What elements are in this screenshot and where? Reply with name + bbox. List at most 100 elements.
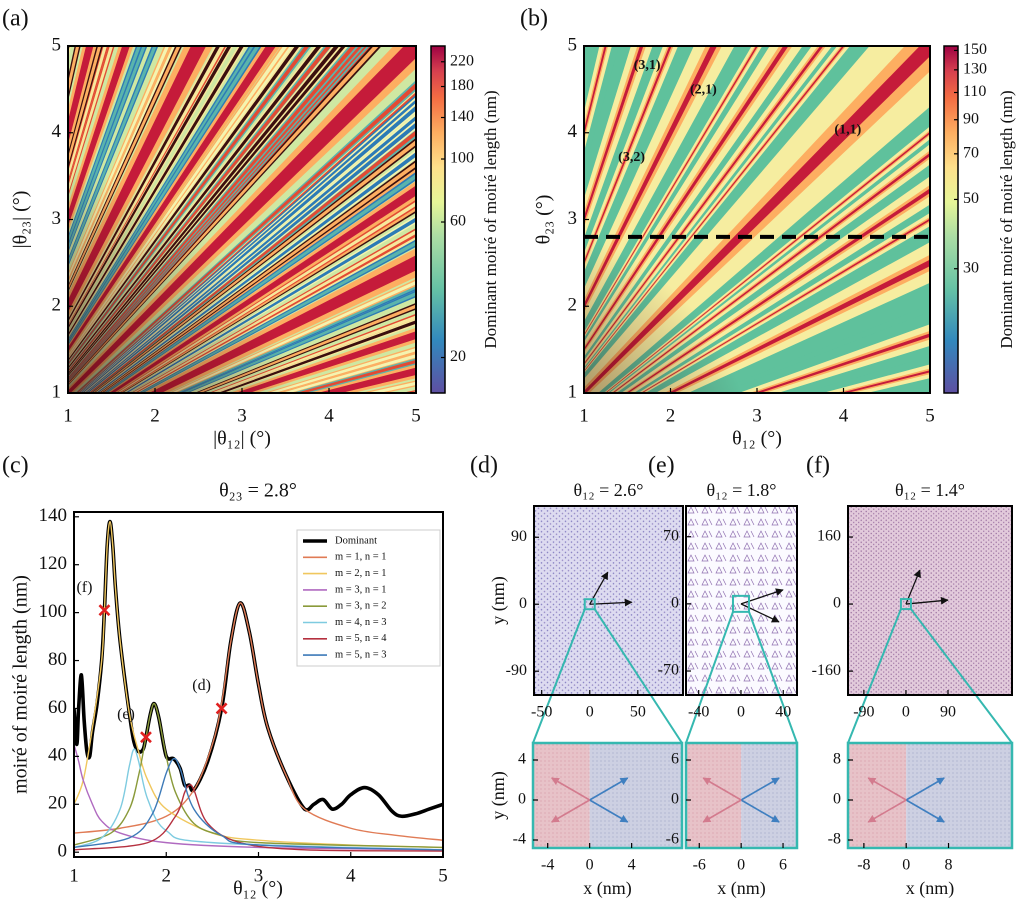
x-tick-label: -4	[541, 857, 554, 874]
contour-band	[130, 228, 416, 393]
panel-label: (b)	[520, 6, 548, 32]
chart-title: θ₁₂ = 2.6°	[573, 480, 643, 500]
contour-band	[584, 46, 607, 136]
lattice-image	[686, 506, 797, 695]
contour-band	[68, 46, 102, 166]
y-tick-label: -70	[658, 662, 679, 679]
series-line	[74, 520, 443, 849]
contour-band	[196, 304, 416, 393]
legend-label: m = 4, n = 3	[335, 617, 387, 628]
y-tick-label: 0	[671, 791, 679, 808]
x-tick-label: 4	[839, 405, 849, 426]
contour-band	[738, 324, 930, 393]
x-axis-label: x (nm)	[906, 878, 955, 899]
contour-band	[584, 46, 789, 351]
contour-band	[267, 347, 416, 393]
y-tick-label: 90	[511, 528, 527, 545]
x-tick-label: 5	[411, 405, 421, 426]
contour-band	[611, 150, 930, 393]
contour-band	[68, 46, 340, 375]
y-tick-label: 60	[48, 697, 67, 718]
contour-band	[68, 46, 227, 327]
contour-band	[584, 46, 612, 152]
y-tick-label: 140	[39, 505, 68, 526]
contour-band	[291, 358, 416, 393]
contour-band	[217, 320, 416, 393]
y-tick-label: -160	[812, 662, 841, 679]
y-tick-label: 70	[663, 527, 679, 544]
plot-frame	[847, 505, 1013, 696]
contour-band	[295, 359, 416, 393]
y-tick-label: -8	[828, 831, 841, 848]
legend-label: m = 5, n = 4	[335, 633, 387, 644]
lattice-vector	[905, 777, 945, 801]
x-tick-label: 40	[775, 704, 791, 721]
legend-box	[296, 529, 441, 667]
colorbar-tick-label: 50	[963, 190, 979, 207]
y-tick-label: 3	[52, 208, 62, 229]
inset-right	[906, 743, 1012, 848]
contour-band	[840, 370, 930, 393]
lattice-image	[534, 506, 683, 695]
lattice-vector	[740, 799, 780, 823]
contour-field	[584, 46, 930, 393]
marker-label: (f)	[76, 579, 92, 596]
contour-band	[360, 380, 416, 393]
contour-band	[68, 46, 347, 377]
contour-band	[68, 46, 245, 337]
x-tick-label: 4	[628, 857, 636, 874]
contour-band	[664, 254, 930, 393]
legend-label: m = 2, n = 1	[335, 568, 387, 579]
zoom-line	[847, 608, 902, 744]
y-tick-label: 2	[568, 295, 578, 316]
x-tick-label: 0	[737, 857, 745, 874]
contour-band	[109, 185, 416, 393]
lattice-vector	[550, 799, 591, 823]
marker	[98, 604, 111, 617]
inset-left	[848, 743, 907, 848]
colorbar-tick-label: 180	[450, 77, 474, 94]
legend-label: Dominant	[335, 535, 377, 546]
contour-band	[68, 46, 114, 195]
inset-frame	[531, 741, 684, 850]
panel-label: (e)	[648, 453, 675, 479]
panel-label: (c)	[2, 453, 29, 479]
zoom-line	[532, 608, 586, 744]
y-tick-label: 4	[52, 121, 62, 142]
zoom-line	[685, 611, 734, 744]
colorbar-tick-label: 140	[450, 108, 474, 125]
x-tick-label: 2	[666, 405, 676, 426]
contour-field	[68, 46, 416, 393]
colorbar-tick-label: 90	[963, 110, 979, 127]
lattice-vector	[702, 777, 742, 801]
legend-label: m = 5, n = 3	[335, 650, 387, 661]
contour-band	[720, 311, 930, 393]
colorbar-tick-label: 220	[450, 52, 474, 69]
contour-band	[317, 367, 416, 393]
lattice-vector	[589, 598, 633, 607]
lattice-vector	[867, 777, 907, 801]
contour-band	[75, 80, 416, 393]
colorbar-tick-label: 110	[963, 83, 986, 100]
lattice-image	[848, 506, 1012, 695]
marker	[140, 731, 152, 744]
y-tick-label: 120	[39, 553, 68, 574]
contour-label: (3,1)	[634, 58, 661, 73]
x-tick-label: 4	[324, 405, 334, 426]
y-tick-label: 40	[48, 745, 67, 766]
zoom-box	[583, 598, 596, 611]
contour-band	[584, 46, 687, 282]
colorbar-label: Dominant moiré of moiré length (nm)	[997, 90, 1016, 348]
lattice-vector	[905, 596, 949, 605]
y-tick-label: 0	[58, 841, 68, 862]
lattice-vector	[905, 799, 945, 823]
panel-label: (d)	[470, 453, 498, 479]
zoom-line	[748, 611, 798, 744]
x-tick-label: -8	[857, 857, 870, 874]
x-tick-label: 0	[586, 857, 594, 874]
lattice-vector	[589, 799, 629, 823]
contour-band	[584, 46, 718, 309]
y-axis-label: θ₂₃ (°)	[533, 195, 555, 245]
y-tick-label: -90	[506, 662, 527, 679]
contour-band	[822, 364, 930, 393]
